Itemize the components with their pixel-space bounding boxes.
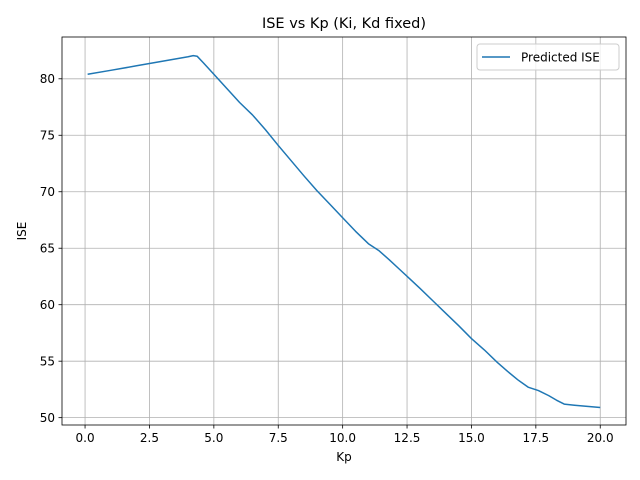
x-tick-label: 7.5	[269, 431, 288, 445]
x-tick-label: 10.0	[329, 431, 356, 445]
y-tick-label: 75	[40, 129, 55, 143]
legend-label-predicted-ise: Predicted ISE	[521, 51, 600, 65]
axis-ticks: 0.0 2.5 5.0 7.5 10.0 12.5 15.0 17.5 20.0 50 55 60 65…	[40, 72, 614, 445]
series-line-predicted-ise	[87, 54, 601, 409]
legend-box	[476, 43, 620, 71]
x-axis-label: Kp	[336, 450, 352, 464]
x-tick-label: 20.0	[587, 431, 614, 445]
x-tick-label: 2.5	[140, 431, 159, 445]
grid	[62, 37, 626, 425]
y-tick-label: 50	[40, 411, 55, 425]
y-axis-label: ISE	[15, 222, 29, 241]
y-tick-label: 80	[40, 72, 55, 86]
x-tick-label: 17.5	[522, 431, 549, 445]
chart-title: ISE vs Kp (Ki, Kd fixed)	[262, 16, 426, 32]
series-layer	[87, 54, 601, 409]
y-tick-label: 60	[40, 298, 55, 312]
x-tick-label: 5.0	[204, 431, 223, 445]
y-tick-label: 65	[40, 242, 55, 256]
y-tick-label: 70	[40, 185, 55, 199]
plot-frame	[61, 36, 627, 426]
x-tick-label: 0.0	[76, 431, 95, 445]
legend: Predicted ISE	[476, 43, 620, 71]
x-tick-label: 15.0	[458, 431, 485, 445]
x-tick-label: 12.5	[394, 431, 421, 445]
y-tick-label: 55	[40, 354, 55, 368]
